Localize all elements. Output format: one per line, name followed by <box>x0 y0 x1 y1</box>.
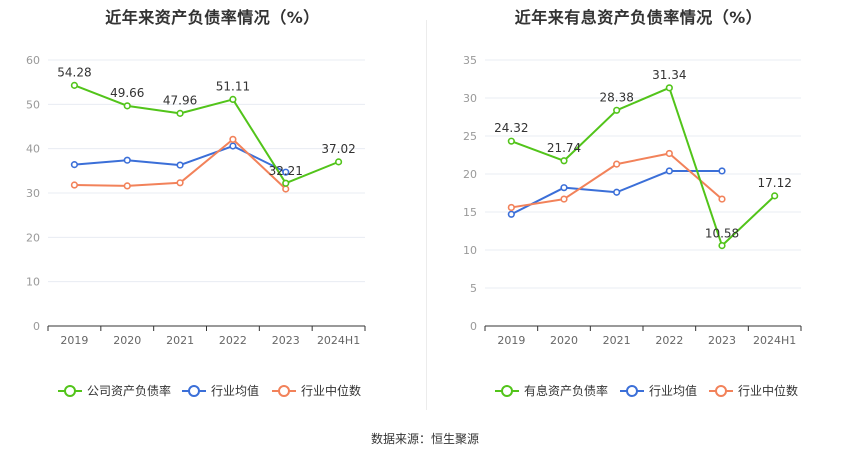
legend-label: 公司资产负债率 <box>87 383 171 398</box>
data-point <box>718 167 726 175</box>
data-point <box>560 195 568 203</box>
x-tick-label: 2019 <box>497 334 525 347</box>
x-tick-label: 2021 <box>603 334 631 347</box>
y-tick-label: 25 <box>463 130 477 143</box>
y-tick-label: 35 <box>463 54 477 67</box>
source-label: 数据来源：恒生聚源 <box>370 432 479 446</box>
x-tick-label: 2022 <box>219 334 247 347</box>
x-tick-label: 2024H1 <box>317 334 360 347</box>
legend-label: 行业中位数 <box>301 383 361 398</box>
data-point <box>507 137 515 145</box>
y-tick-label: 50 <box>26 98 40 111</box>
legend-marker <box>501 385 513 397</box>
data-point <box>70 81 79 89</box>
x-tick-label: 2024H1 <box>753 334 796 347</box>
data-point <box>665 84 673 92</box>
series-line-0 <box>74 84 339 185</box>
legend-marker <box>278 385 290 397</box>
data-point <box>613 106 621 114</box>
data-label: 37.02 <box>321 142 355 156</box>
data-label: 54.28 <box>57 65 91 79</box>
chart-0-svg: 0 10 20 30 40 50 60 2019 2020 2021 2022 2023 2024H1 5… <box>26 54 366 398</box>
data-point <box>718 195 726 203</box>
data-point <box>229 135 237 143</box>
data-point <box>123 156 131 164</box>
data-label: 28.38 <box>599 90 633 104</box>
legend-marker <box>715 385 727 397</box>
panel-divider <box>426 20 427 410</box>
data-point <box>70 161 79 169</box>
legend-marker <box>626 385 638 397</box>
data-label: 21.74 <box>547 141 581 155</box>
y-tick-label: 15 <box>463 206 477 219</box>
x-tick-label: 2019 <box>60 334 88 347</box>
data-point <box>229 142 237 150</box>
data-point <box>282 185 290 193</box>
x-tick-label: 2021 <box>166 334 194 347</box>
x-tick-label: 2022 <box>655 334 683 347</box>
x-tick-label: 2020 <box>113 334 141 347</box>
y-tick-label: 30 <box>463 92 477 105</box>
data-point <box>176 179 184 187</box>
right-chart-panel: 近年来有息资产负债率情况（%） 0 5 10 15 20 25 30 35 2019 2020 20… <box>427 0 850 420</box>
chart-title: 近年来有息资产负债率情况（%） <box>514 8 763 27</box>
y-tick-label: 10 <box>463 244 477 257</box>
data-point <box>507 210 515 218</box>
chart-1-svg: 0 5 10 15 20 25 30 35 2019 2020 2021 2022 2023 2024H1… <box>463 54 802 398</box>
data-point <box>613 160 621 168</box>
data-point <box>123 102 131 110</box>
data-point <box>665 149 673 158</box>
legend-marker <box>188 385 200 397</box>
data-point <box>123 182 131 190</box>
data-point <box>718 241 726 250</box>
data-label: 32.21 <box>269 164 303 178</box>
legend-label: 有息资产负债率 <box>524 383 608 398</box>
y-tick-label: 30 <box>26 187 40 200</box>
data-label: 24.32 <box>494 121 528 135</box>
data-point <box>282 168 290 176</box>
y-tick-label: 20 <box>26 231 40 244</box>
data-point <box>70 181 79 189</box>
x-tick-label: 2020 <box>550 334 578 347</box>
legend-label: 行业均值 <box>211 383 259 398</box>
chart-title: 近年来资产负债率情况（%） <box>105 8 320 27</box>
data-point <box>229 95 237 104</box>
legend-marker <box>64 385 76 397</box>
data-point <box>176 161 184 169</box>
data-label: 51.11 <box>216 79 250 93</box>
legend-label: 行业均值 <box>649 383 697 398</box>
legend-label: 行业中位数 <box>738 383 798 398</box>
data-point <box>560 157 568 165</box>
data-label: 47.96 <box>163 93 197 107</box>
y-tick-label: 0 <box>33 320 40 333</box>
data-label: 49.66 <box>110 86 144 100</box>
data-point <box>507 203 515 212</box>
y-tick-label: 5 <box>470 282 477 295</box>
data-point <box>613 188 621 196</box>
data-point <box>771 192 779 200</box>
data-point <box>176 109 184 117</box>
data-point <box>665 167 673 175</box>
y-tick-label: 40 <box>26 143 40 156</box>
series-line-0 <box>510 86 776 247</box>
y-tick-label: 20 <box>463 168 477 181</box>
y-tick-label: 60 <box>26 54 40 67</box>
y-tick-label: 10 <box>26 276 40 289</box>
x-tick-label: 2023 <box>272 334 300 347</box>
left-chart-panel: 近年来资产负债率情况（%） 0 10 20 30 40 50 60 2019 2020 2021 2… <box>0 0 425 420</box>
data-label: 17.12 <box>757 176 791 190</box>
data-label: 10.58 <box>705 227 739 241</box>
y-tick-label: 0 <box>470 320 477 333</box>
data-point <box>282 179 290 187</box>
data-label: 31.34 <box>652 68 686 82</box>
data-point <box>334 158 343 166</box>
data-point <box>560 184 568 192</box>
x-tick-label: 2023 <box>708 334 736 347</box>
